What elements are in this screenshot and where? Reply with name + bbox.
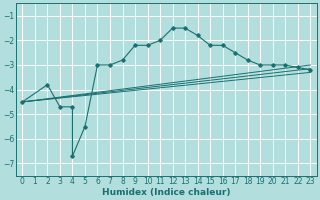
X-axis label: Humidex (Indice chaleur): Humidex (Indice chaleur)	[102, 188, 231, 197]
